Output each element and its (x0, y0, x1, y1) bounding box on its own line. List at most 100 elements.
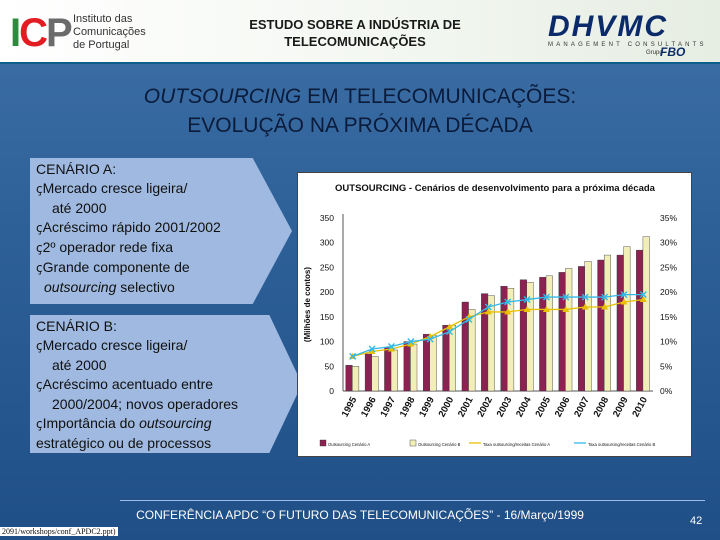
legend-label: Outsourcing Cenário B (418, 442, 461, 447)
x-tick-label: 1998 (398, 395, 418, 419)
x-tick-label: 2010 (630, 395, 650, 419)
y-tick-label: 300 (320, 238, 334, 248)
bar-scenario-b (584, 261, 592, 392)
outsourcing-chart: OUTSOURCING - Cenários de desenvolviment… (297, 172, 692, 457)
file-path-label: 2091/workshops/conf_APDC2.ppt) (0, 527, 118, 536)
marker-rate-scenario-b (562, 293, 570, 301)
x-tick-label: 1996 (359, 395, 379, 419)
marker-rate-scenario-b (387, 343, 395, 351)
marker-rate-scenario-a (484, 308, 492, 315)
marker-rate-scenario-b (407, 338, 415, 346)
marker-rate-scenario-a (446, 323, 454, 330)
marker-rate-scenario-b (465, 315, 473, 323)
legend-swatch (409, 439, 417, 447)
x-tick-label: 2006 (553, 395, 573, 419)
line-rate-scenario-b (352, 293, 644, 358)
y-tick-label: 0 (329, 386, 334, 396)
marker-rate-scenario-b (601, 293, 609, 301)
x-tick-label: 2007 (572, 395, 592, 419)
scenario-a-title: CENÁRIO A: (36, 161, 117, 177)
y2-tick-label: 35% (660, 213, 677, 223)
marker-rate-scenario-b (504, 298, 512, 306)
x-tick-label: 2000 (437, 395, 457, 419)
bar-scenario-b (526, 282, 534, 392)
marker-rate-scenario-b (581, 293, 589, 301)
chart-title: OUTSOURCING - Cenários de desenvolviment… (335, 183, 656, 194)
x-tick-label: 2002 (475, 395, 495, 419)
legend-label: Taxa outsourcing/receitas Cenário B (588, 442, 655, 447)
chart-svg: OUTSOURCING - Cenários de desenvolviment… (303, 183, 677, 447)
y-tick-label: 50 (325, 361, 335, 371)
scenario-b-bullet-2: çAcréscimo acentuado entre (36, 376, 214, 392)
y2-tick-label: 20% (660, 287, 677, 297)
marker-rate-scenario-a (581, 303, 589, 310)
marker-rate-scenario-a (523, 305, 531, 312)
bar-scenario-b (545, 275, 553, 392)
bar-scenario-a (578, 266, 585, 392)
x-tick-label: 2008 (592, 395, 612, 419)
legend-label: Outsourcing Cenário A (328, 442, 370, 447)
slide-title: OUTSOURCING EM TELECOMUNICAÇÕES: EVOLUÇÃ… (143, 85, 577, 137)
scenario-a-bullet-4-cont: outsourcing selectivo (44, 279, 175, 295)
x-tick-label: 2001 (456, 395, 476, 419)
marker-rate-scenario-a (368, 347, 376, 354)
y-tick-label: 100 (320, 337, 334, 347)
marker-rate-scenario-b (542, 293, 550, 301)
bar-scenario-a (597, 259, 605, 392)
bar-scenario-a (539, 277, 547, 392)
bar-scenario-a (461, 301, 469, 392)
bar-scenario-b (371, 356, 379, 392)
bar-scenario-a (403, 341, 411, 392)
x-tick-label: 1995 (340, 395, 360, 419)
line-rate-scenario-a (352, 298, 644, 358)
x-tick-label: 1999 (417, 395, 437, 419)
bar-scenario-b (623, 246, 631, 392)
bar-scenario-b (468, 309, 476, 392)
scenario-b-bullet-3: çImportância do outsourcing (36, 415, 212, 431)
header-title: ESTUDO SOBRE A INDÚSTRIA DE TELECOMUNICA… (249, 17, 461, 49)
scenario-a-bullet-4: çGrande componente de (36, 259, 190, 275)
scenario-b-bullet-2-cont: 2000/2004; novos operadores (52, 396, 239, 412)
y-tick-label: 250 (320, 262, 334, 272)
x-tick-label: 2003 (495, 395, 515, 419)
bar-scenario-a (442, 325, 450, 392)
marker-rate-scenario-b (484, 303, 492, 311)
bar-scenario-b (390, 349, 398, 392)
x-tick-label: 2005 (533, 395, 553, 419)
bar-scenario-a (558, 272, 566, 392)
marker-rate-scenario-a (407, 340, 415, 347)
scenario-a-bullet-1: çMercado cresce ligeira/ (36, 180, 188, 196)
marker-rate-scenario-b (368, 345, 376, 353)
page-number: 42 (690, 515, 703, 527)
icp-logo-text: Instituto das Comunicações de Portugal (73, 13, 146, 51)
icp-logo-letters: ICP (10, 11, 73, 55)
marker-rate-scenario-b (523, 296, 531, 304)
y-tick-label: 200 (320, 287, 334, 297)
bar-scenario-b (507, 287, 515, 392)
marker-rate-scenario-a (620, 298, 628, 305)
bar-scenario-b (429, 334, 437, 392)
scenario-a-bullet-2: çAcréscimo rápido 2001/2002 (36, 219, 221, 235)
scenario-b-bullet-3-cont: estratégico ou de processos (36, 435, 212, 451)
bar-scenario-b (603, 254, 611, 392)
header-bar: ICP Instituto das Comunicações de Portug… (0, 0, 720, 64)
marker-rate-scenario-b (639, 291, 647, 299)
marker-rate-scenario-b (349, 352, 357, 360)
x-tick-label: 1997 (378, 395, 398, 419)
scenario-b-title: CENÁRIO B: (36, 318, 117, 334)
bar-scenario-a (345, 365, 353, 392)
scenario-a-box: CENÁRIO A: çMercado cresce ligeira/ até … (30, 158, 292, 304)
marker-rate-scenario-a (387, 345, 395, 352)
y2-tick-label: 10% (660, 337, 677, 347)
y2-tick-label: 5% (660, 361, 673, 371)
y2-tick-label: 15% (660, 312, 677, 322)
y2-tick-label: 25% (660, 262, 677, 272)
y2-tick-label: 0% (660, 386, 673, 396)
chart-y-axis-label: (Milhões de contos) (303, 267, 312, 342)
bar-scenario-a (384, 347, 392, 392)
bar-scenario-b (487, 295, 495, 392)
y2-tick-label: 30% (660, 238, 677, 248)
icp-logo: ICP Instituto das Comunicações de Portug… (10, 10, 160, 56)
footer-divider (120, 500, 705, 501)
bar-scenario-a (423, 333, 431, 392)
